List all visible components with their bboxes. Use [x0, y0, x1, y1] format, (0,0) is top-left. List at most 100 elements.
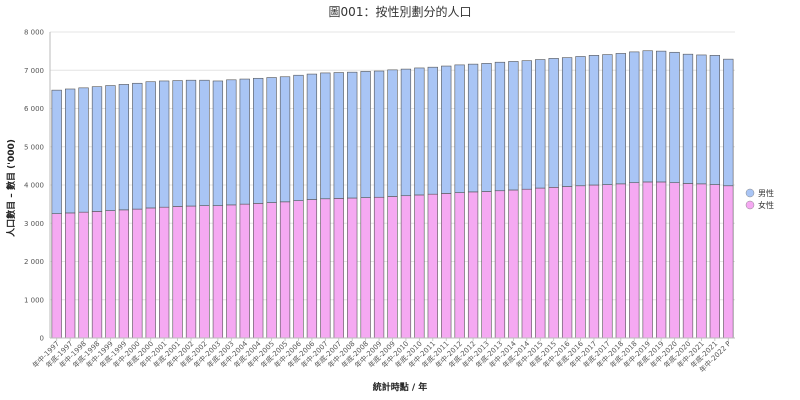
bar-segment-male[interactable] — [508, 61, 519, 191]
bar-segment-male[interactable] — [588, 55, 600, 186]
bar-segment-male[interactable] — [548, 58, 559, 188]
bar-segment-female[interactable] — [400, 195, 412, 339]
bar-segment-male[interactable] — [333, 72, 344, 199]
bar-segment-male[interactable] — [360, 71, 371, 198]
bar-segment-male[interactable] — [132, 82, 143, 210]
bar-segment-female[interactable] — [615, 183, 626, 339]
bar-segment-male[interactable] — [561, 57, 573, 187]
bar-segment-female[interactable] — [78, 211, 89, 339]
bar-segment-female[interactable] — [535, 187, 546, 339]
bar-segment-male[interactable] — [400, 68, 412, 197]
bar-segment-female[interactable] — [212, 205, 224, 339]
bar-segment-male[interactable] — [467, 63, 479, 193]
bar-segment-female[interactable] — [91, 211, 103, 339]
bar-segment-male[interactable] — [696, 54, 707, 185]
bar-segment-male[interactable] — [51, 89, 62, 214]
bar-segment-male[interactable] — [105, 85, 116, 211]
bar-segment-female[interactable] — [145, 207, 156, 339]
bar-segment-female[interactable] — [172, 206, 183, 339]
legend-label-female[interactable]: 女性 — [758, 200, 774, 210]
bar-segment-female[interactable] — [494, 190, 506, 339]
bar-segment-male[interactable] — [535, 59, 546, 189]
bar-segment-male[interactable] — [159, 80, 170, 208]
bar-segment-female[interactable] — [441, 193, 452, 339]
bar-segment-female[interactable] — [696, 183, 707, 339]
bar-segment-male[interactable] — [279, 76, 291, 203]
bar-segment-female[interactable] — [548, 186, 559, 339]
bar-segment-male[interactable] — [642, 50, 653, 183]
bar-segment-male[interactable] — [226, 79, 237, 206]
bar-segment-male[interactable] — [615, 53, 626, 185]
bar-segment-female[interactable] — [467, 191, 479, 339]
bar-segment-male[interactable] — [145, 81, 156, 209]
bar-segment-male[interactable] — [494, 61, 506, 192]
bar-segment-male[interactable] — [185, 79, 197, 207]
bar-segment-female[interactable] — [347, 197, 358, 339]
bar-segment-male[interactable] — [118, 84, 130, 211]
bar-segment-male[interactable] — [199, 79, 210, 206]
bar-segment-female[interactable] — [481, 191, 492, 339]
bar-segment-male[interactable] — [629, 51, 640, 184]
bar-segment-male[interactable] — [212, 80, 224, 206]
bar-segment-female[interactable] — [105, 210, 116, 339]
bar-segment-female[interactable] — [333, 198, 344, 339]
bar-segment-male[interactable] — [454, 64, 465, 193]
bar-segment-male[interactable] — [239, 78, 250, 205]
bar-segment-male[interactable] — [575, 56, 586, 187]
bar-segment-female[interactable] — [185, 205, 197, 339]
bar-segment-male[interactable] — [78, 87, 89, 213]
bar-segment-male[interactable] — [387, 69, 398, 197]
bar-segment-male[interactable] — [441, 65, 452, 194]
bar-segment-female[interactable] — [387, 196, 398, 339]
bar-segment-male[interactable] — [306, 73, 318, 200]
bar-segment-female[interactable] — [226, 204, 237, 339]
bar-segment-female[interactable] — [118, 209, 130, 339]
bar-segment-female[interactable] — [454, 192, 465, 339]
bar-segment-female[interactable] — [293, 200, 304, 339]
bar-segment-female[interactable] — [132, 208, 143, 339]
bar-segment-male[interactable] — [655, 50, 667, 183]
bar-segment-female[interactable] — [602, 184, 613, 339]
bar-segment-male[interactable] — [723, 58, 734, 187]
bar-segment-male[interactable] — [669, 51, 680, 184]
bar-segment-male[interactable] — [65, 88, 76, 214]
bar-segment-female[interactable] — [575, 185, 586, 339]
bar-segment-female[interactable] — [521, 188, 532, 339]
bar-segment-female[interactable] — [588, 184, 600, 339]
bar-segment-female[interactable] — [239, 203, 250, 339]
bar-segment-female[interactable] — [373, 196, 385, 339]
bar-segment-male[interactable] — [347, 71, 358, 199]
bar-segment-female[interactable] — [253, 203, 264, 339]
bar-segment-female[interactable] — [427, 193, 438, 339]
bar-segment-female[interactable] — [279, 201, 291, 339]
bar-segment-female[interactable] — [508, 189, 519, 339]
bar-segment-male[interactable] — [602, 54, 613, 185]
bar-segment-female[interactable] — [723, 185, 734, 339]
bar-segment-female[interactable] — [709, 184, 720, 339]
bar-segment-male[interactable] — [682, 53, 694, 184]
legend-label-male[interactable]: 男性 — [758, 188, 774, 198]
bar-segment-male[interactable] — [253, 77, 264, 204]
bar-segment-female[interactable] — [51, 213, 62, 339]
bar-segment-male[interactable] — [414, 67, 425, 196]
bar-segment-female[interactable] — [655, 181, 667, 339]
bar-segment-male[interactable] — [709, 55, 720, 185]
bar-segment-male[interactable] — [266, 77, 277, 203]
bar-segment-female[interactable] — [642, 181, 653, 339]
bar-segment-male[interactable] — [91, 86, 103, 212]
bar-segment-female[interactable] — [414, 194, 425, 339]
bar-segment-female[interactable] — [199, 205, 210, 339]
bar-segment-male[interactable] — [427, 66, 438, 195]
bar-segment-male[interactable] — [481, 63, 492, 192]
bar-segment-female[interactable] — [561, 186, 573, 339]
bar-segment-female[interactable] — [306, 199, 318, 339]
bar-segment-male[interactable] — [521, 60, 532, 190]
bar-segment-female[interactable] — [682, 183, 694, 339]
bar-segment-female[interactable] — [360, 197, 371, 339]
bar-segment-female[interactable] — [629, 182, 640, 339]
bar-segment-female[interactable] — [159, 206, 170, 339]
bar-segment-male[interactable] — [172, 80, 183, 207]
bar-segment-male[interactable] — [293, 74, 304, 201]
bar-segment-female[interactable] — [65, 212, 76, 339]
